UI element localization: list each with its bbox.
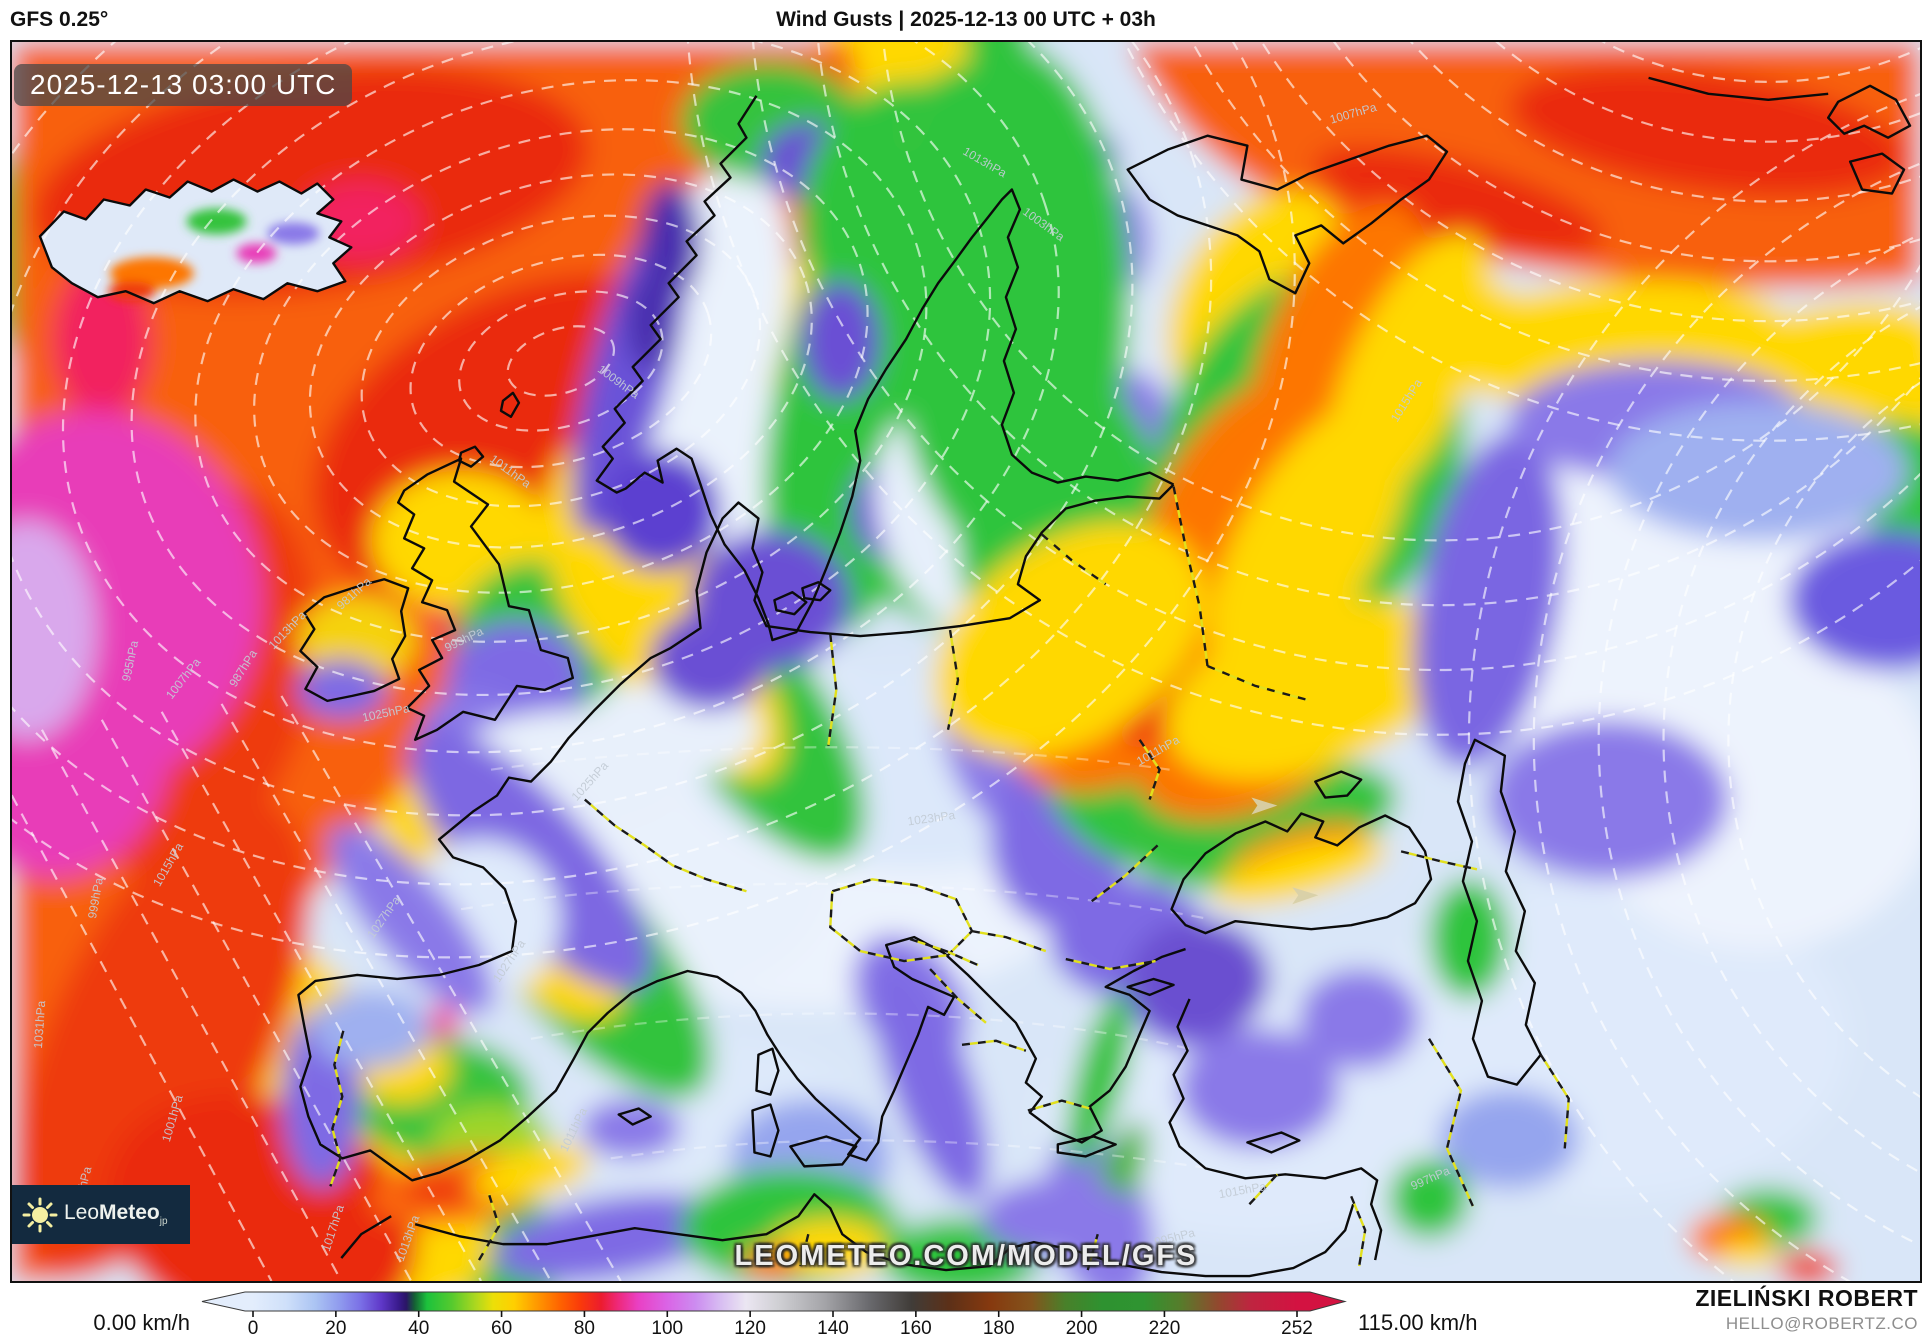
isobar-label: 1031hPa — [31, 1000, 48, 1049]
northeast-islands — [1648, 76, 1912, 195]
sicily-coast — [789, 1135, 858, 1168]
scale-tick-label: 100 — [651, 1318, 683, 1337]
scale-tick-label: 220 — [1149, 1318, 1181, 1337]
scale-tick-label: 60 — [491, 1318, 512, 1337]
logo-wordmark: LeoMeteojp — [64, 1201, 168, 1228]
scale-tick-label: 160 — [900, 1318, 932, 1337]
marmara-sea — [1126, 977, 1175, 997]
author-name: ZIELIŃSKI ROBERT — [1695, 1285, 1918, 1311]
color-scale: 0.00 km/h 115.00 km/h 0 20 40 60 80 100 120 140… — [93, 1291, 1477, 1337]
wind-arrow-icon — [1251, 797, 1319, 905]
gust-color-field — [12, 42, 1920, 1281]
isobar-lines — [12, 42, 1920, 1281]
scale-tick-label: 120 — [734, 1318, 766, 1337]
page-title: Wind Gusts | 2025-12-13 00 UTC + 03h — [776, 8, 1156, 31]
crete-cyprus — [1056, 1131, 1301, 1158]
med-islands — [617, 1047, 780, 1158]
wind-gust-field: 981hPa987hPa993hPa995hPa999hPa1001hPa100… — [12, 42, 1920, 1281]
black-sea-coast — [1170, 812, 1433, 935]
color-scale-ramp — [201, 1291, 1347, 1312]
timestamp-overlay: 2025-12-13 03:00 UTC — [14, 64, 353, 106]
scale-ticks: 0 20 40 60 80 100 120 140 160 180 200 220 252 — [248, 1311, 1313, 1337]
iceland-coast — [38, 178, 353, 305]
credit-block: ZIELIŃSKI ROBERT HELLO@ROBERTZ.CO — [1695, 1285, 1918, 1334]
ireland-coast — [299, 578, 410, 703]
scale-tick-label: 252 — [1281, 1318, 1313, 1337]
caspian-sea-coast — [1456, 738, 1542, 1086]
north-africa-coast — [340, 1193, 1355, 1278]
isobar-label: 1023hPa — [907, 808, 957, 829]
scale-min-label: 0.00 km/h — [93, 1310, 190, 1335]
scale-tick-label: 200 — [1066, 1318, 1098, 1337]
scale-tick-label: 0 — [248, 1318, 259, 1337]
scottish-isles — [457, 391, 521, 468]
legend-bar: 0.00 km/h 115.00 km/h 0 20 40 60 80 100 120 140… — [0, 1283, 1932, 1337]
author-email: HELLO@ROBERTZ.CO — [1725, 1314, 1918, 1333]
coastlines — [38, 76, 1912, 1278]
scale-tick-label: 140 — [817, 1318, 849, 1337]
header-bar: GFS 0.25° Wind Gusts | 2025-12-13 00 UTC… — [0, 0, 1932, 40]
model-label: GFS 0.25° — [10, 8, 109, 31]
weather-map-canvas: 981hPa 987hPa 993hPa 995hPa 999hPa 1001hPa 100… — [10, 40, 1922, 1283]
leometeo-logo: LeoMeteojp — [12, 1185, 190, 1244]
great-britain-coast — [396, 457, 575, 741]
scale-tick-label: 180 — [983, 1318, 1015, 1337]
scandinavia-coast — [595, 95, 1175, 642]
sun-icon — [22, 1197, 58, 1232]
continental-europe-coast — [297, 483, 1186, 1182]
anatolia-levant-coast — [1168, 998, 1383, 1261]
watermark-url: LEOMETEO.COM/MODEL/GFS — [734, 1240, 1198, 1272]
scale-tick-label: 20 — [325, 1318, 346, 1337]
scale-tick-label: 80 — [574, 1318, 595, 1337]
country-borders — [329, 486, 1570, 1271]
scale-max-label: 115.00 km/h — [1358, 1310, 1477, 1335]
azov-sea — [1314, 770, 1363, 799]
danish-isles — [773, 581, 832, 616]
kola-white-sea-coast — [1126, 134, 1449, 295]
scale-tick-label: 40 — [408, 1318, 429, 1337]
